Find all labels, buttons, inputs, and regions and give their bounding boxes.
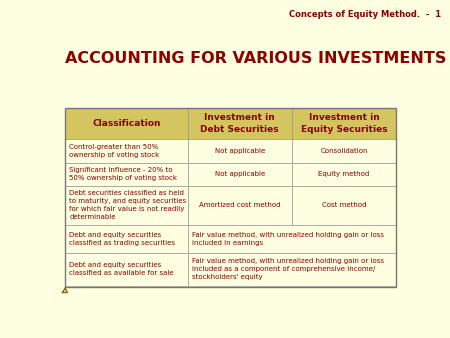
Bar — [65, 252, 188, 286]
Text: Cost method: Cost method — [322, 202, 366, 209]
Text: Debt and equity securities
classified as available for sale: Debt and equity securities classified as… — [69, 262, 174, 276]
Text: Fair value method, with unrealized holding gain or loss
included as a component : Fair value method, with unrealized holdi… — [192, 258, 384, 280]
Bar — [65, 108, 396, 287]
Bar — [65, 225, 188, 252]
Bar — [188, 225, 396, 252]
Text: Consolidation: Consolidation — [320, 148, 368, 154]
Text: Investment in
Equity Securities: Investment in Equity Securities — [301, 114, 387, 134]
Text: Investment in
Debt Securities: Investment in Debt Securities — [200, 114, 279, 134]
Bar — [188, 140, 292, 163]
Bar — [188, 186, 292, 225]
Text: Amortized cost method: Amortized cost method — [199, 202, 280, 209]
Text: Significant influence - 20% to
50% ownership of voting stock: Significant influence - 20% to 50% owner… — [69, 167, 177, 181]
Text: Debt and equity securities
classified as trading securities: Debt and equity securities classified as… — [69, 232, 175, 246]
Bar — [188, 108, 292, 140]
Bar — [65, 140, 188, 163]
Text: ACCOUNTING FOR VARIOUS INVESTMENTS: ACCOUNTING FOR VARIOUS INVESTMENTS — [65, 51, 446, 66]
Bar — [292, 163, 396, 186]
Text: Equity method: Equity method — [319, 171, 370, 177]
Bar — [292, 108, 396, 140]
Text: Concepts of Equity Method.  -  1: Concepts of Equity Method. - 1 — [289, 10, 441, 19]
Text: Debt securities classified as held
to maturity, and equity securities
for which : Debt securities classified as held to ma… — [69, 190, 186, 220]
Text: Control-greater than 50%
ownership of voting stock: Control-greater than 50% ownership of vo… — [69, 144, 159, 158]
Bar — [65, 108, 188, 140]
Bar — [292, 140, 396, 163]
Text: Not applicable: Not applicable — [215, 148, 265, 154]
Bar — [188, 252, 396, 286]
Bar — [292, 186, 396, 225]
Bar — [65, 186, 188, 225]
Bar — [188, 163, 292, 186]
Text: Classification: Classification — [92, 119, 161, 128]
Bar — [65, 163, 188, 186]
Text: Not applicable: Not applicable — [215, 171, 265, 177]
Text: Fair value method, with unrealized holding gain or loss
included in earnings: Fair value method, with unrealized holdi… — [192, 232, 384, 246]
